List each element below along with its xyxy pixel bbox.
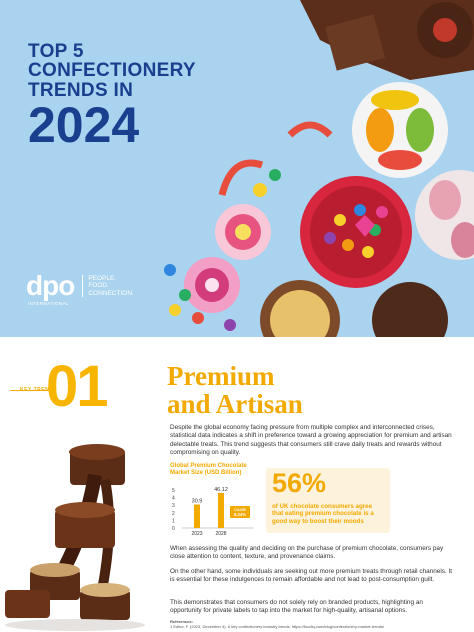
brand-logo: dpo [26,270,75,301]
cagr-label: CAGR [234,507,246,512]
paragraph-quality: When assessing the quality and deciding … [170,545,444,561]
brand-sub: INTERNATIONAL [28,301,69,306]
references-entry: 1 Editor, F. (2023, December 4). 6 key c… [170,624,385,629]
chart-title: Global Premium Chocolate Market Size (US… [170,463,247,476]
brand-logo-block: dpo INTERNATIONAL PEOPLE. FOOD. CONNECTI… [26,270,134,307]
references-title: References: [170,619,193,624]
cagr-value: 8.34% [234,512,246,517]
key-trend-label: KEY TREND [20,387,54,393]
stat-callout [266,468,390,533]
tagline-connection: CONNECTION. [88,289,134,297]
paragraph-intro: Despite the global economy facing pressu… [170,424,452,457]
section-heading: Premium and Artisan [167,362,303,419]
brand-tagline: PEOPLE. FOOD. CONNECTION. [82,274,134,298]
y-tick-label: 5 [172,488,175,494]
paragraph-retail: On the other hand, some individuals are … [170,568,453,584]
title-line-3: TRENDS IN [28,79,134,101]
hero-title: TOP 5 CONFECTIONERY TRENDS IN 2024 [28,42,196,151]
y-tick-label: 3 [172,503,175,509]
stat-value: 56% [272,468,327,498]
y-tick-label: 2 [172,511,175,517]
candy-illustration [164,0,474,337]
title-line-1: TOP 5 [28,41,84,62]
bar-value-label: 46.12 [214,487,228,493]
references: References: 1 Editor, F. (2023, December… [170,619,460,629]
y-tick-label: 4 [172,496,175,502]
paragraph-private-labels: This demonstrates that consumers do not … [170,599,423,615]
chocolate-illustration [5,444,145,631]
hero-banner: TOP 5 CONFECTIONERY TRENDS IN 2024 dpo I… [0,0,474,337]
x-tick-label: 2028 [215,531,226,537]
title-line-2: CONFECTIONERY [28,60,196,82]
key-trend-line [10,390,48,391]
tagline-food: FOOD. [88,282,109,290]
heading-line-1: Premium [167,361,275,391]
bar [218,492,224,528]
bar [194,504,200,528]
tagline-people: PEOPLE. [88,274,117,282]
trend-number: 01 [46,354,108,419]
title-year: 2024 [28,97,140,154]
stat-description: of UK chocolate consumers agree that eat… [272,503,374,525]
cagr-badge [230,506,250,518]
y-tick-label: 1 [172,518,175,524]
y-tick-label: 0 [172,526,175,532]
x-tick-label: 2023 [191,531,202,537]
bar-value-label: 30.9 [192,499,203,505]
heading-line-2: and Artisan [167,389,303,420]
